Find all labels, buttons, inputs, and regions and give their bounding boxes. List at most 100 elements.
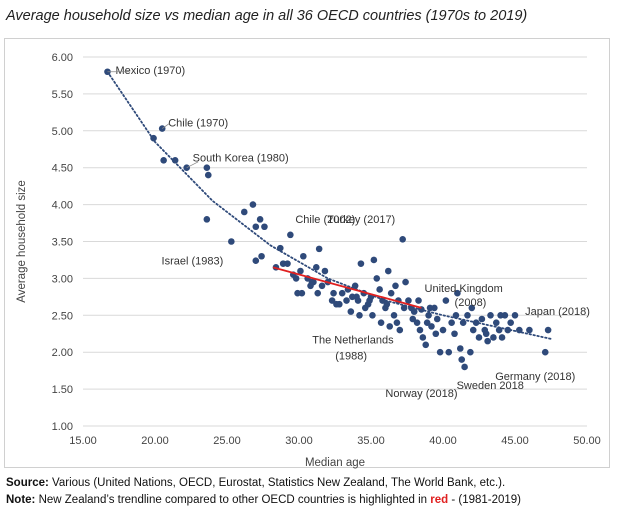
data-point [347,308,355,315]
point-annotation: (2008) [455,297,487,309]
data-point [456,345,464,352]
y-tick-label: 6.00 [52,52,73,64]
x-tick-label: 25.00 [213,435,241,447]
data-point [336,300,343,308]
data-point [442,297,450,304]
y-tick-label: 3.50 [52,237,73,249]
y-tick-label: 1.00 [52,421,73,433]
point-annotation: Mexico (1970) [115,65,185,77]
point-annotation: Turkey (2017) [327,214,395,226]
point-annotation: Chile (2002) [295,214,355,226]
x-tick-label: 35.00 [357,435,385,447]
data-point [498,334,506,341]
data-point [379,297,386,304]
data-point [228,238,235,245]
data-point [458,356,466,363]
data-point [258,252,265,260]
data-point [287,231,294,239]
y-tick-label: 4.00 [52,200,73,212]
data-point [390,312,398,319]
data-point [432,330,440,338]
y-tick-label: 4.50 [52,163,73,175]
data-point [366,297,373,304]
data-point [436,348,444,356]
data-point [467,348,474,356]
point-annotation: South Korea (1980) [193,153,289,165]
data-point [507,319,514,326]
data-point [482,330,490,338]
data-point [492,319,500,326]
x-tick-label: 30.00 [285,435,313,447]
data-point [392,282,399,290]
data-point [321,267,329,275]
data-point [361,304,369,312]
data-point [203,164,211,171]
data-point [439,326,447,334]
data-point [464,312,471,319]
data-point [338,289,346,297]
data-point [396,326,404,334]
data-point [487,312,494,319]
data-point [472,319,480,326]
y-tick-label: 5.00 [52,126,73,138]
trendline-note: Note: New Zealand’s trendline compared t… [6,494,522,506]
data-point [252,223,260,231]
data-point [312,264,320,271]
x-tick-label: 50.00 [573,435,601,447]
data-point [383,300,391,308]
data-point [104,68,111,76]
data-point [377,319,385,326]
data-point [356,312,363,319]
point-annotation: The Netherlands [312,335,394,347]
point-annotation: Israel (1983) [162,256,224,268]
data-point [328,297,336,304]
data-point [276,244,284,252]
chart-area: 1.00 1.50 2.00 2.50 3.00 3.50 4.00 4.50 5.00 5.50… [4,38,610,469]
data-point [495,326,503,334]
nz-trendline [272,266,422,309]
point-annotation: (1988) [335,351,367,363]
data-point [171,157,179,164]
data-point [348,293,356,301]
data-point [497,312,504,319]
y-tick-label: 2.00 [52,347,73,359]
data-point [415,297,422,304]
x-tick-label: 20.00 [141,435,169,447]
data-point [413,319,421,326]
y-tick-label: 1.50 [52,384,73,396]
data-point [297,267,304,275]
point-annotation: United Kingdom [425,283,503,295]
y-tick-label: 2.50 [52,310,73,322]
data-point [261,223,268,231]
data-point [469,326,477,334]
data-point [541,348,549,356]
x-axis-label: Median age [305,457,365,469]
data-point [393,319,401,326]
data-point [405,297,412,304]
data-point [318,282,326,290]
data-point [451,330,458,338]
data-point [252,257,260,264]
data-point [315,245,323,253]
data-point [354,297,362,304]
point-annotation: Japan (2018) [525,306,590,318]
data-point [249,201,257,208]
x-tick-label: 40.00 [429,435,457,447]
scatter-chart: 1.00 1.50 2.00 2.50 3.00 3.50 4.00 4.50 5.00 5.50… [16,52,601,469]
data-point [468,304,476,312]
data-point [433,315,441,323]
data-point [448,319,455,326]
data-point [150,134,157,142]
data-point [351,282,359,290]
data-point [343,297,350,304]
data-point [459,319,467,326]
data-point [357,260,365,267]
point-annotation: Norway (2018) [385,388,457,400]
data-point [400,304,408,312]
data-point [300,252,307,260]
data-point [445,348,453,356]
data-point [203,216,211,223]
point-annotation: Chile (1970) [168,118,228,130]
data-point [428,323,435,330]
data-point [544,326,552,334]
